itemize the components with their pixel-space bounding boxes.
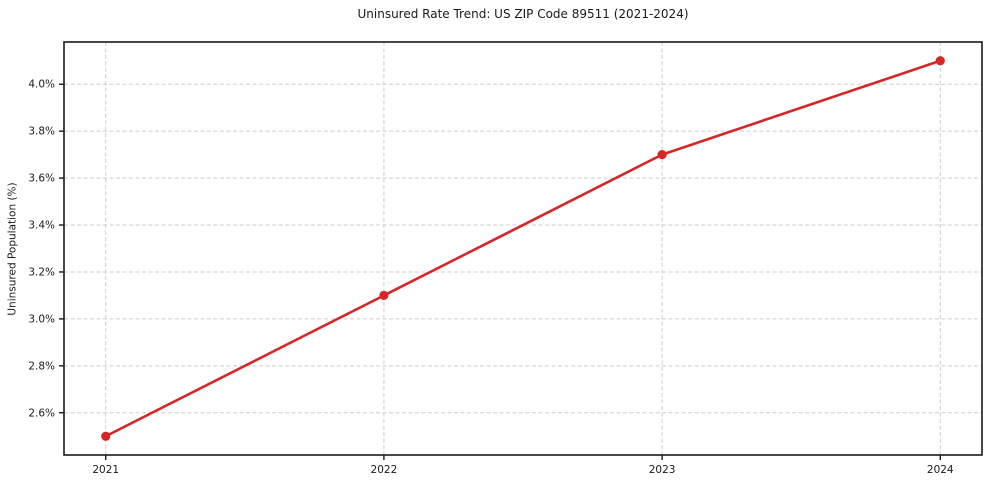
y-tick-label: 3.6% — [28, 173, 55, 185]
data-point — [935, 56, 945, 66]
y-tick-label: 2.6% — [28, 407, 55, 419]
y-tick-label: 3.0% — [28, 313, 55, 325]
chart-title: Uninsured Rate Trend: US ZIP Code 89511 … — [357, 7, 689, 21]
y-tick-label: 2.8% — [28, 360, 55, 372]
y-tick-label: 3.2% — [28, 266, 55, 278]
y-tick-label: 4.0% — [28, 79, 55, 91]
data-point — [101, 431, 111, 441]
y-tick-label: 3.4% — [28, 220, 55, 232]
x-tick-label: 2022 — [371, 464, 398, 476]
y-tick-label: 3.8% — [28, 126, 55, 138]
plot-border — [63, 41, 983, 456]
data-point — [379, 290, 389, 301]
x-tick-label: 2021 — [92, 464, 119, 476]
x-tick-label: 2023 — [649, 464, 676, 476]
trend-line — [104, 59, 942, 438]
x-tick-label: 2024 — [927, 464, 954, 476]
data-point — [657, 150, 667, 160]
